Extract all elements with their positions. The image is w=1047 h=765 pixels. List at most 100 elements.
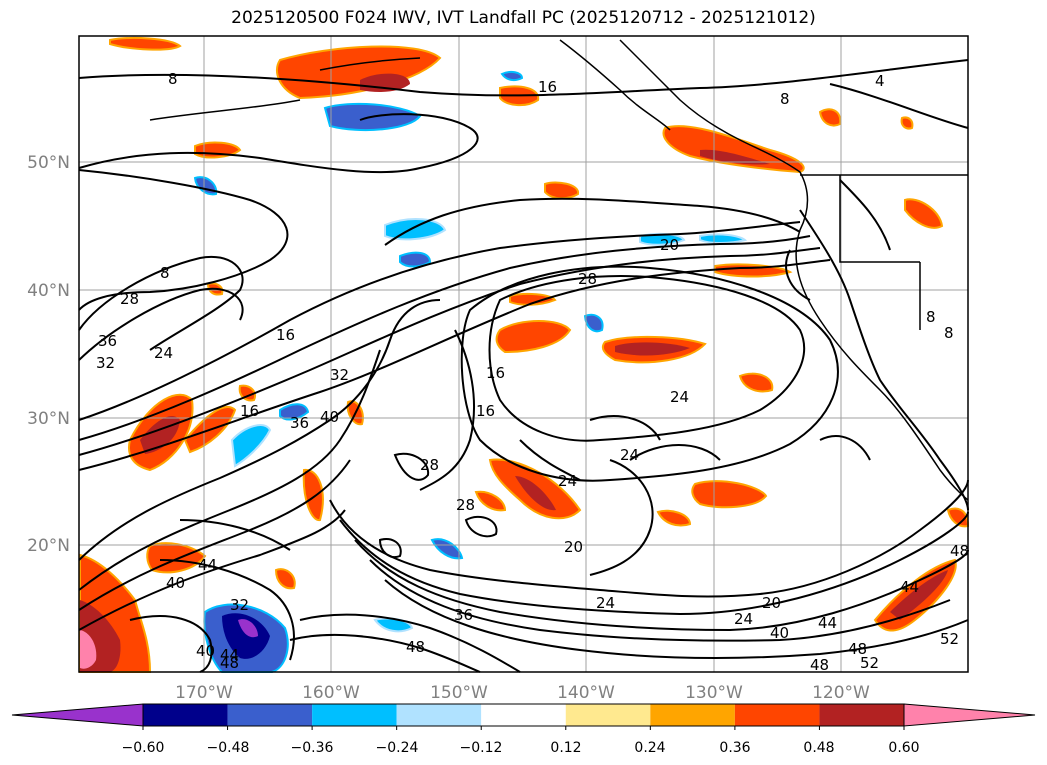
- colorbar-swatch: [396, 704, 482, 726]
- pc-region-negative: [583, 313, 604, 333]
- colorbar-frame: [142, 703, 905, 727]
- pc-region-positive: [80, 630, 97, 669]
- contour-label: 44: [220, 646, 239, 664]
- contour-label: 32: [96, 354, 115, 372]
- pc-region-negative: [430, 538, 464, 560]
- pc-region-positive: [900, 116, 914, 130]
- map-title: 2025120500 F024 IWV, IVT Landfall PC (20…: [231, 8, 816, 28]
- colorbar-tick-label: 0.60: [888, 740, 919, 756]
- contour-label: 24: [734, 610, 753, 628]
- pc-region-positive: [302, 468, 324, 521]
- map-frame: [78, 35, 969, 673]
- pc-region-negative: [373, 617, 414, 633]
- contour-label: 16: [476, 402, 495, 420]
- contour-label: 32: [330, 366, 349, 384]
- contour-label: 4: [875, 72, 885, 90]
- contour-label: 24: [596, 594, 615, 612]
- pc-region-positive: [544, 181, 579, 200]
- contour-label: 44: [818, 614, 837, 632]
- colorbar-swatch: [650, 704, 735, 726]
- colorbar-swatch: [819, 704, 904, 726]
- colorbar-tick-label: −0.12: [460, 740, 503, 756]
- colorbar-tick-label: 0.12: [550, 740, 581, 756]
- contour-label: 36: [454, 606, 473, 624]
- iwv-contours: [78, 59, 969, 673]
- lon-label: 130°W: [685, 683, 743, 703]
- pc-region-positive: [274, 568, 296, 590]
- colorbar-tick-label: −0.60: [122, 740, 165, 756]
- colorbar-extend-min: [11, 703, 144, 727]
- contour-label: 16: [486, 364, 505, 382]
- colorbar: [11, 703, 1036, 730]
- contour-label: 20: [564, 538, 583, 556]
- pc-region-positive: [700, 149, 770, 165]
- contour-label: 24: [620, 446, 639, 464]
- contour-label: 28: [456, 496, 475, 514]
- contour-label: 24: [670, 388, 689, 406]
- pc-region-positive: [904, 198, 944, 229]
- contour-label: 52: [940, 630, 959, 648]
- latitude-labels: 50°N 40°N 30°N 20°N: [27, 153, 70, 556]
- pc-region-negative: [230, 424, 272, 468]
- lon-label: 140°W: [557, 683, 615, 703]
- pc-region-positive: [615, 342, 690, 356]
- contour-label: 40: [320, 408, 339, 426]
- contour-label: 36: [290, 414, 309, 432]
- colorbar-tick-label: 0.36: [719, 740, 750, 756]
- contour-label: 16: [538, 78, 557, 96]
- contour-label: 16: [276, 326, 295, 344]
- colorbar-swatch: [312, 704, 397, 726]
- contour-label: 32: [230, 596, 249, 614]
- pc-region-positive: [691, 480, 768, 509]
- colorbar-swatch: [227, 704, 313, 726]
- pc-region-negative: [222, 613, 270, 659]
- lat-label: 30°N: [27, 409, 70, 429]
- colorbar-tick-label: 0.24: [634, 740, 665, 756]
- contour-label: 28: [578, 270, 597, 288]
- contour-label: 36: [98, 332, 117, 350]
- contour-label: 20: [762, 594, 781, 612]
- contour-label: 48: [810, 656, 829, 674]
- lon-label: 160°W: [302, 683, 360, 703]
- contour-label: 24: [558, 472, 577, 490]
- pc-region-positive: [109, 37, 182, 51]
- lat-label: 40°N: [27, 281, 70, 301]
- contour-label: 28: [120, 290, 139, 308]
- longitude-labels: 170°W 160°W 150°W 140°W 130°W 120°W: [175, 683, 870, 703]
- contour-labels: 8 8 4 16 8 28 36 32 24 16 20 28 16 36 40…: [96, 70, 969, 674]
- lon-label: 150°W: [430, 683, 488, 703]
- pc-region-negative: [399, 251, 432, 268]
- colorbar-swatch: [481, 704, 566, 726]
- pc-region-positive: [509, 292, 557, 306]
- pc-region-positive: [738, 372, 774, 393]
- coastlines: [149, 39, 969, 501]
- contour-label: 40: [166, 574, 185, 592]
- pc-region-positive: [474, 490, 507, 512]
- pc-region-positive: [662, 125, 805, 174]
- pc-region-positive: [890, 570, 948, 620]
- colorbar-swatch: [734, 704, 820, 726]
- contour-label: 8: [780, 90, 790, 108]
- pc-region-positive: [818, 108, 842, 127]
- colorbar-swatch: [565, 704, 651, 726]
- pc-region-positive: [515, 476, 556, 511]
- colorbar-swatch: [143, 704, 228, 726]
- lat-label: 50°N: [27, 153, 70, 173]
- lon-label: 170°W: [175, 683, 233, 703]
- pc-region-negative: [699, 233, 748, 244]
- contour-label: 48: [950, 542, 969, 560]
- pc-region-positive: [495, 320, 572, 354]
- contour-label: 8: [926, 308, 936, 326]
- contour-label: 48: [848, 640, 867, 658]
- colorbar-tick-label: −0.36: [291, 740, 334, 756]
- lat-label: 20°N: [27, 536, 70, 556]
- contour-label: 8: [168, 70, 178, 88]
- contour-label: 24: [154, 344, 173, 362]
- colorbar-tick-label: −0.48: [207, 740, 250, 756]
- contour-label: 44: [900, 578, 919, 596]
- pc-region-positive: [275, 45, 442, 100]
- contour-label: 44: [198, 556, 217, 574]
- contour-label: 16: [240, 402, 259, 420]
- colorbar-tick-label: −0.24: [376, 740, 419, 756]
